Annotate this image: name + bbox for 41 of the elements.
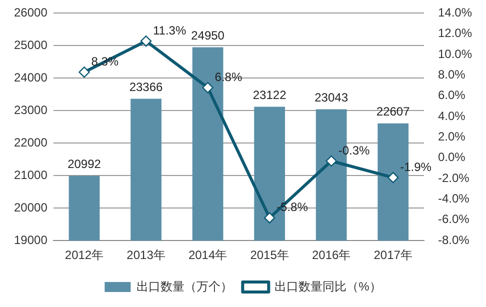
y-tick-label: 26000 bbox=[14, 6, 48, 20]
y-tick-label: 25000 bbox=[14, 38, 48, 52]
y2-tick-label: 2.0% bbox=[438, 130, 466, 144]
y2-tick-label: 8.0% bbox=[438, 68, 466, 82]
y2-tick-label: 14.0% bbox=[438, 6, 472, 20]
data-label: 23366 bbox=[129, 80, 164, 94]
y-tick-label: 24000 bbox=[14, 70, 48, 84]
data-label: 23043 bbox=[314, 90, 348, 105]
x-tick-label: 2016年 bbox=[312, 248, 351, 262]
y-tick-label: 21000 bbox=[14, 168, 48, 182]
y2-tick-label: 6.0% bbox=[438, 88, 466, 102]
x-tick-label: 2012年 bbox=[64, 248, 104, 262]
point bbox=[140, 36, 152, 47]
point bbox=[387, 172, 399, 184]
x-tick-label: 2014年 bbox=[188, 248, 228, 262]
y2-tick-label: -2.0% bbox=[438, 170, 470, 185]
data-label: 22607 bbox=[376, 104, 410, 119]
point bbox=[202, 82, 214, 94]
y2-tick-label: 12.0% bbox=[438, 26, 472, 40]
data-label: 11.3% bbox=[153, 23, 186, 38]
legend-label: 出口数量（万个） bbox=[136, 279, 233, 294]
y-tick-label: 23000 bbox=[14, 102, 48, 117]
point bbox=[264, 212, 276, 224]
y2-tick-label: 10.0% bbox=[438, 46, 472, 61]
y2-tick-label: -6.0% bbox=[438, 212, 470, 226]
x-tick-label: 2015年 bbox=[250, 248, 289, 262]
legend-label: 出口数量同比（%） bbox=[274, 279, 382, 294]
y2-tick-label: -8.0% bbox=[438, 232, 470, 247]
point bbox=[78, 66, 90, 78]
y-tick-label: 20000 bbox=[14, 200, 48, 214]
y2-tick-label: 0.0% bbox=[438, 150, 466, 164]
x-tick-label: 2017年 bbox=[374, 248, 412, 262]
x-tick-label: 2013年 bbox=[126, 248, 166, 262]
data-label: 23122 bbox=[252, 88, 287, 102]
y2-tick-label: 4.0% bbox=[438, 108, 466, 123]
y-tick-label: 22000 bbox=[14, 135, 48, 150]
y2-tick-label: -4.0% bbox=[438, 192, 470, 206]
point bbox=[326, 155, 337, 167]
data-label: 24950 bbox=[191, 28, 225, 43]
y-tick-label: 19000 bbox=[14, 232, 48, 247]
data-label: 20992 bbox=[68, 157, 102, 172]
